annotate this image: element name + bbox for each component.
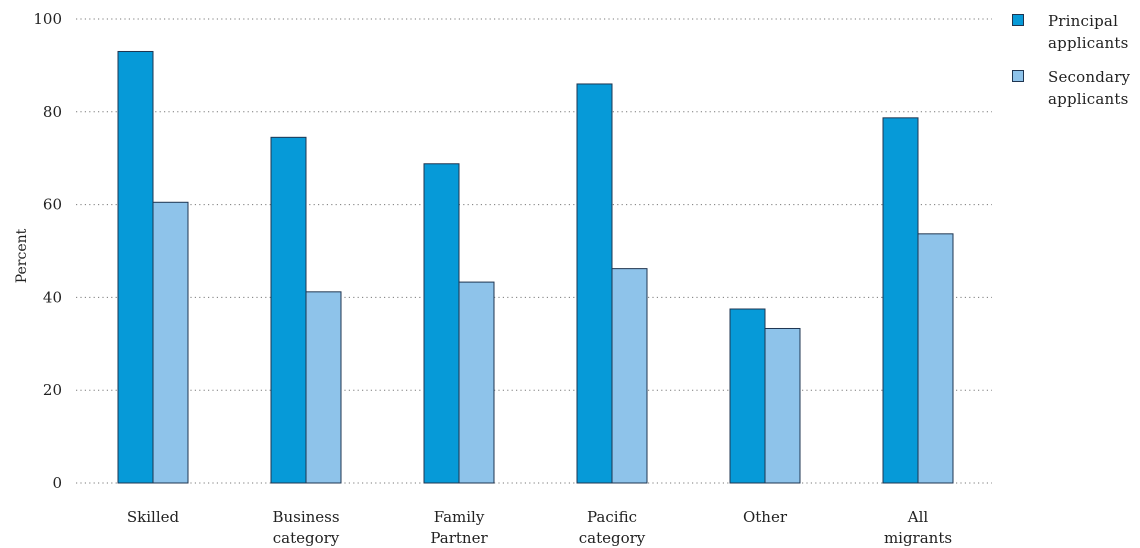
x-tick-label: Other [743, 508, 788, 526]
gridlines [76, 18, 992, 484]
legend-label-principal: Principal applicants [1048, 10, 1140, 54]
x-tick-label: Pacific category [579, 508, 646, 547]
y-axis-ticks: 0 20 40 60 80 100 [33, 10, 62, 492]
legend-label-line: Principal [1048, 12, 1119, 30]
bar-secondary [917, 233, 954, 484]
y-tick-label: 20 [43, 381, 62, 399]
legend-label-line: applicants [1048, 34, 1129, 52]
y-tick-label: 100 [33, 10, 62, 28]
x-tick-label: All migrants [884, 508, 952, 547]
bar-secondary [305, 291, 342, 484]
bar-principal [576, 83, 613, 484]
bars [117, 50, 954, 484]
bar-principal [882, 117, 919, 484]
bar-chart: 0 20 40 60 80 100 Percent Skilled Business cate… [14, 10, 992, 547]
legend-item-secondary: Secondary applicants [1012, 66, 1140, 122]
legend: Principal applicants Secondary applicant… [1012, 10, 1140, 122]
x-tick-label: Business category [272, 508, 339, 547]
y-tick-label: 0 [52, 474, 62, 492]
x-axis-ticks: Skilled Business category Family Partner Paci… [127, 508, 952, 547]
y-tick-label: 60 [43, 196, 62, 214]
bar-secondary [458, 281, 495, 484]
legend-item-principal: Principal applicants [1012, 10, 1140, 66]
legend-swatch-principal [1012, 14, 1024, 26]
bar-principal [270, 136, 307, 484]
x-tick-label: Skilled [127, 508, 180, 526]
y-axis-label: Percent [14, 228, 30, 283]
bar-principal [117, 50, 154, 484]
legend-label-secondary: Secondary applicants [1048, 66, 1140, 110]
bar-secondary [152, 201, 189, 484]
bar-principal [423, 163, 460, 484]
legend-label-line: Secondary [1048, 68, 1131, 86]
bar-secondary [764, 327, 801, 484]
x-tick-label: Family Partner [430, 508, 488, 547]
bar-secondary [611, 268, 648, 484]
y-tick-label: 80 [43, 103, 62, 121]
legend-swatch-secondary [1012, 70, 1024, 82]
legend-label-line: applicants [1048, 90, 1129, 108]
bar-principal [729, 308, 766, 484]
y-tick-label: 40 [43, 288, 62, 306]
